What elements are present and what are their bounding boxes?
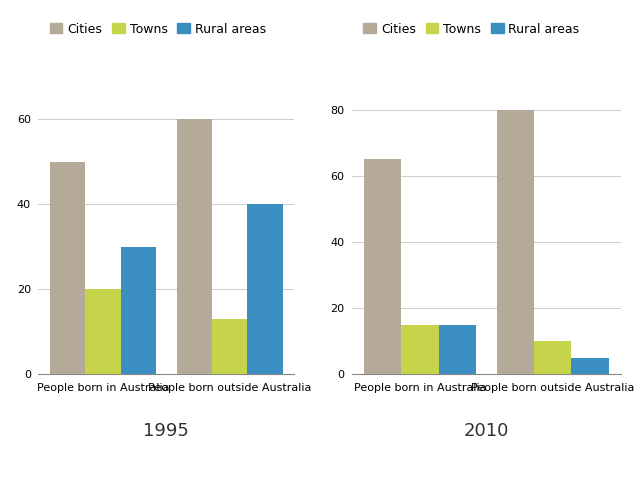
Legend: Cities, Towns, Rural areas: Cities, Towns, Rural areas — [358, 18, 584, 41]
Bar — [497, 110, 534, 374]
Text: 1995: 1995 — [143, 422, 189, 441]
Bar — [364, 159, 401, 374]
Bar — [212, 319, 247, 374]
Bar — [534, 341, 572, 374]
Bar — [86, 289, 121, 374]
Text: 2010: 2010 — [464, 422, 509, 441]
Bar — [50, 162, 86, 374]
Bar — [438, 325, 476, 374]
Bar — [121, 247, 156, 374]
Bar — [247, 204, 283, 374]
Legend: Cities, Towns, Rural areas: Cities, Towns, Rural areas — [45, 18, 271, 41]
Bar — [572, 358, 609, 374]
Bar — [177, 120, 212, 374]
Bar — [401, 325, 438, 374]
